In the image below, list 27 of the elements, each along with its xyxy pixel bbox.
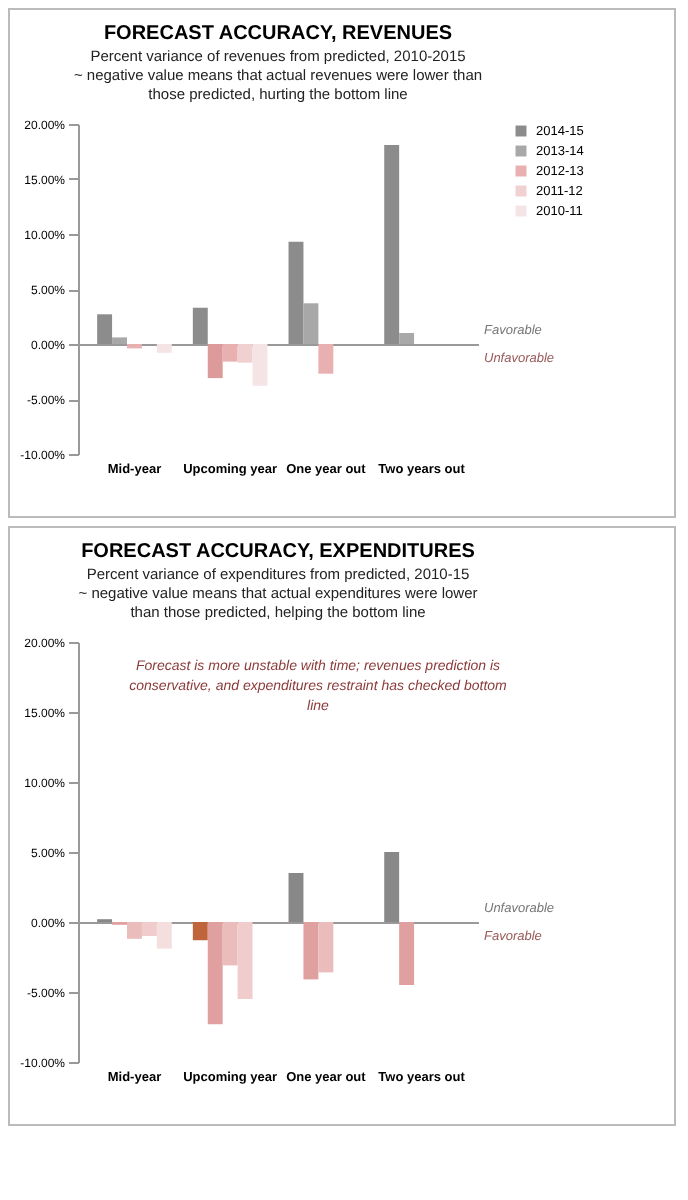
bar <box>288 873 304 922</box>
bar <box>318 344 334 374</box>
bar <box>318 922 334 973</box>
bar <box>207 344 223 379</box>
bar <box>112 337 127 344</box>
bar <box>192 307 208 344</box>
bar <box>222 922 238 966</box>
bar <box>252 344 268 386</box>
bar <box>303 303 319 344</box>
bar <box>207 922 223 1025</box>
bar <box>288 241 304 344</box>
bar <box>399 333 415 344</box>
bar <box>97 314 113 344</box>
bar <box>192 922 208 941</box>
bar <box>222 344 238 362</box>
bar <box>303 922 319 980</box>
bar <box>237 344 253 363</box>
chart-title: FORECAST ACCURACY, REVENUES <box>103 23 453 45</box>
bar <box>384 852 400 922</box>
chart-title: FORECAST ACCURACY, EXPENDITURES <box>81 541 476 563</box>
bar <box>237 922 253 999</box>
bar <box>141 922 157 936</box>
bar <box>399 922 415 985</box>
bar <box>156 922 172 949</box>
bar <box>156 344 172 353</box>
bar <box>127 922 142 939</box>
bar <box>384 144 400 344</box>
